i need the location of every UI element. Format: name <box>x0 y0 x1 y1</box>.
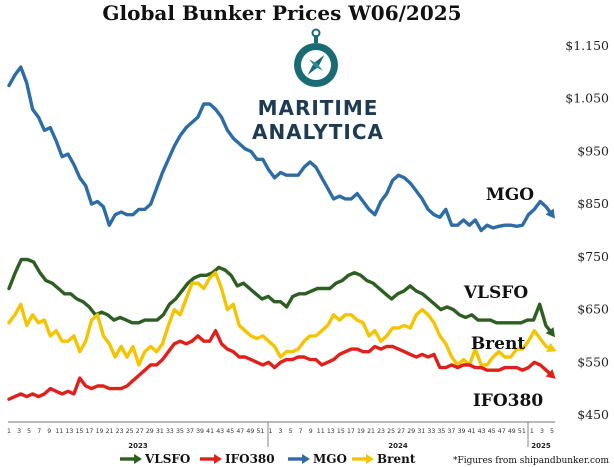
x-tick-label: 37 <box>448 428 456 435</box>
x-tick-label: 31 <box>417 428 425 435</box>
x-tick-label: 17 <box>347 428 355 435</box>
x-tick-label: 35 <box>176 428 184 435</box>
x-tick-label: 15 <box>337 428 345 435</box>
x-tick-label: 15 <box>75 428 83 435</box>
x-tick-label: 45 <box>226 428 234 435</box>
legend-label-mgo: MGO <box>313 452 347 466</box>
y-tick-label: $1.050 <box>565 91 609 106</box>
x-tick-label: 29 <box>146 428 154 435</box>
x-tick-label: 41 <box>206 428 214 435</box>
y-tick-label: $450 <box>577 407 609 422</box>
legend-arrow-vlsfo <box>134 454 142 464</box>
y-tick-label: $1.150 <box>565 38 609 53</box>
y-tick-label: $750 <box>577 249 609 264</box>
x-tick-label: 1 <box>530 428 534 435</box>
series-end-marker-mgo <box>545 208 555 219</box>
x-tick-label: 7 <box>37 428 41 435</box>
x-tick-label: 33 <box>166 428 174 435</box>
x-tick-label: 11 <box>55 428 63 435</box>
label-ifo380: IFO380 <box>473 391 543 411</box>
legend-arrow-mgo <box>302 454 310 464</box>
x-tick-label: 31 <box>156 428 164 435</box>
x-tick-label: 23 <box>377 428 385 435</box>
series-line-vlsfo <box>7 257 554 335</box>
year-label: 2023 <box>128 442 148 450</box>
x-tick-label: 25 <box>387 428 395 435</box>
y-tick-label: $950 <box>577 143 609 158</box>
year-label: 2025 <box>531 442 551 450</box>
x-tick-label: 29 <box>407 428 415 435</box>
x-tick-label: 27 <box>136 428 144 435</box>
x-tick-label: 51 <box>518 428 526 435</box>
x-tick-label: 41 <box>468 428 476 435</box>
x-tick-label: 21 <box>367 428 375 435</box>
x-tick-label: 25 <box>126 428 134 435</box>
x-tick-label: 3 <box>540 428 544 435</box>
y-tick-label: $650 <box>577 302 609 317</box>
chart-title: Global Bunker Prices W06/2025 <box>102 1 461 25</box>
x-tick-label: 11 <box>317 428 325 435</box>
x-tick-label: 3 <box>17 428 21 435</box>
x-tick-label: 17 <box>86 428 94 435</box>
label-brent: Brent <box>471 334 526 354</box>
x-tick-label: 49 <box>246 428 254 435</box>
series-end-marker-brent <box>546 342 557 353</box>
y-tick-label: $550 <box>577 354 609 369</box>
x-tick-label: 19 <box>96 428 104 435</box>
credit-note: *Figures from shipandbunker.com <box>453 456 609 466</box>
y-tick-label: $850 <box>577 196 609 211</box>
x-axis: 1 3 5 7 9 11 13 15 17 19 21 23 25 27 29 31 33 35 37 39 41 43 4… <box>7 428 554 435</box>
x-tick-label: 13 <box>327 428 335 435</box>
year-label: 2024 <box>388 442 408 450</box>
x-tick-label: 23 <box>116 428 124 435</box>
legend-label-brent: Brent <box>377 452 416 466</box>
legend-label-vlsfo: VLSFO <box>144 452 190 466</box>
brand-line-2: ANALYTICA <box>252 120 384 144</box>
x-tick-label: 49 <box>508 428 516 435</box>
x-tick-label: 9 <box>47 428 51 435</box>
x-tick-label: 43 <box>478 428 486 435</box>
series-line-ifo380 <box>7 329 554 401</box>
series-line-mgo <box>7 65 554 233</box>
legend-arrow-ifo380 <box>214 454 222 464</box>
legend: VLSFO IFO380 MGO Brent <box>120 452 416 466</box>
compass-icon <box>294 28 338 87</box>
x-tick-label: 5 <box>27 428 31 435</box>
label-mgo: MGO <box>486 185 534 205</box>
x-tick-label: 5 <box>289 428 293 435</box>
x-tick-label: 3 <box>279 428 283 435</box>
x-tick-label: 47 <box>498 428 506 435</box>
x-tick-label: 9 <box>309 428 313 435</box>
series-line-brent <box>7 271 554 367</box>
x-tick-label: 27 <box>397 428 405 435</box>
x-tick-label: 5 <box>550 428 554 435</box>
x-tick-label: 51 <box>256 428 264 435</box>
label-vlsfo: VLSFO <box>463 283 528 303</box>
year-labels: 2023 2024 2025 <box>128 442 551 450</box>
x-tick-label: 39 <box>196 428 204 435</box>
legend-label-ifo380: IFO380 <box>225 452 275 466</box>
x-tick-label: 39 <box>458 428 466 435</box>
x-tick-label: 19 <box>357 428 365 435</box>
brand-line-1: MARITIME <box>258 96 379 120</box>
series-end-marker-vlsfo <box>545 327 556 338</box>
x-tick-label: 13 <box>65 428 73 435</box>
x-tick-label: 33 <box>427 428 435 435</box>
brand-logo: MARITIME ANALYTICA <box>252 28 384 144</box>
y-axis: $1.150 $1.050 $950 $850 $750 $650 $550 $450 <box>565 38 609 422</box>
x-tick-label: 45 <box>488 428 496 435</box>
series-layer <box>7 65 557 401</box>
x-tick-label: 1 <box>7 428 11 435</box>
x-tick-label: 21 <box>106 428 114 435</box>
x-tick-label: 7 <box>299 428 303 435</box>
legend-arrow-brent <box>366 454 374 464</box>
series-end-marker-ifo380 <box>545 369 556 379</box>
x-tick-label: 35 <box>437 428 445 435</box>
x-tick-label: 1 <box>268 428 272 435</box>
x-tick-label: 43 <box>216 428 224 435</box>
x-tick-label: 37 <box>186 428 194 435</box>
x-tick-label: 47 <box>236 428 244 435</box>
